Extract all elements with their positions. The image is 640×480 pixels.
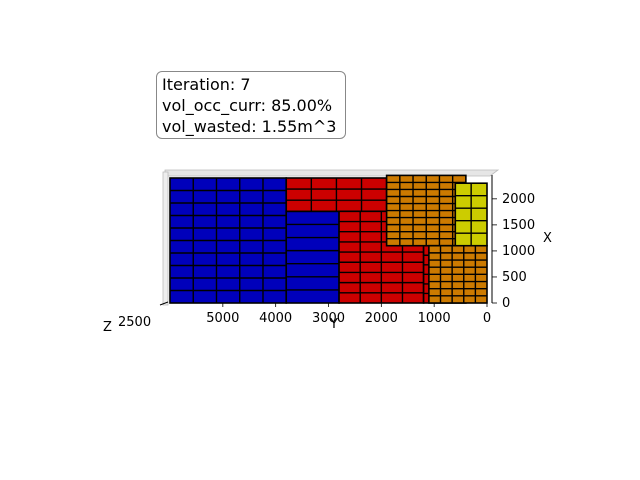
z-axis-line xyxy=(159,301,169,306)
blue-block xyxy=(169,177,288,304)
yellow-block xyxy=(454,182,488,247)
y-axis-label: Y xyxy=(329,317,338,332)
info-box: Iteration: 7 vol_occ_curr: 85.00% vol_wa… xyxy=(156,71,346,139)
z-tick-overlap: 2500 xyxy=(118,315,151,330)
x-tick-label: 0 xyxy=(502,296,510,311)
x-tick-label: 1000 xyxy=(502,244,535,259)
pane-left-edge xyxy=(162,171,169,306)
x-axis-label: X xyxy=(543,231,552,246)
blue-block-lower xyxy=(285,210,340,304)
axis-ticks: 5000 4000 3000 2000 1000 00 500 1000 1500 2000 xyxy=(206,192,535,326)
y-tick-label: 3000 xyxy=(312,311,345,326)
y-tick-label: 2000 xyxy=(365,311,398,326)
y-tick-label: 0 xyxy=(483,311,491,326)
x-tick-label: 2000 xyxy=(502,192,535,207)
red-block-top xyxy=(285,177,388,213)
z-axis-label: Z xyxy=(103,320,112,335)
orange-block xyxy=(385,174,467,247)
packed-boxes xyxy=(169,174,488,304)
vol-wasted-text: vol_wasted: 1.55m^3 xyxy=(162,117,337,136)
y-tick-label: 1000 xyxy=(418,311,451,326)
x-tick-label: 500 xyxy=(502,270,527,285)
vol-occ-text: vol_occ_curr: 85.00% xyxy=(162,96,333,115)
orange-block-lower xyxy=(428,244,488,304)
axes-pane xyxy=(159,169,500,306)
y-tick-label: 5000 xyxy=(206,311,239,326)
x-tick-label: 1500 xyxy=(502,218,535,233)
y-tick-label: 4000 xyxy=(259,311,292,326)
iteration-text: Iteration: 7 xyxy=(162,75,251,94)
